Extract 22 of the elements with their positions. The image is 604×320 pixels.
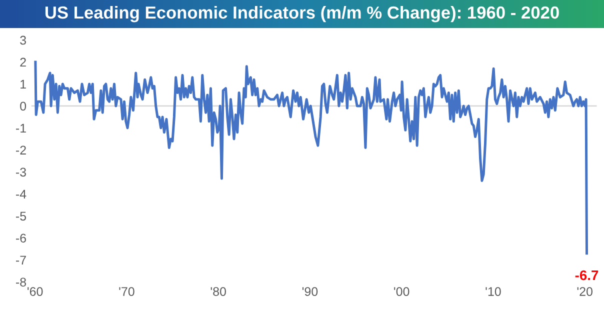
y-tick-label: -3 [16,168,26,177]
y-tick-label: 3 [20,36,26,45]
y-tick-label: -7 [16,256,26,264]
x-tick-label: '60 [28,287,43,296]
x-tick-label: '90 [302,287,318,296]
y-tick-label: 0 [20,102,26,111]
y-tick-label: -6 [16,234,26,243]
y-tick-label: 1 [20,80,26,89]
x-tick-label: '70 [119,287,134,296]
x-tick-label: '20 [577,287,592,296]
x-tick-label: '00 [394,287,410,296]
x-tick-label: '80 [210,287,226,296]
y-tick-label: 2 [20,58,26,67]
y-tick-label: -5 [16,212,26,221]
line-series [34,60,588,255]
x-tick-label: '10 [486,287,501,296]
y-tick-label: -1 [16,124,26,132]
y-tick-label: -2 [16,146,26,154]
chart-title: US Leading Economic Indicators (m/m % Change): 1960 - 2020 [45,6,559,22]
y-tick-label: -4 [16,190,26,198]
y-tick-label: -8 [16,278,26,287]
annotation: -6.7 [575,270,598,280]
